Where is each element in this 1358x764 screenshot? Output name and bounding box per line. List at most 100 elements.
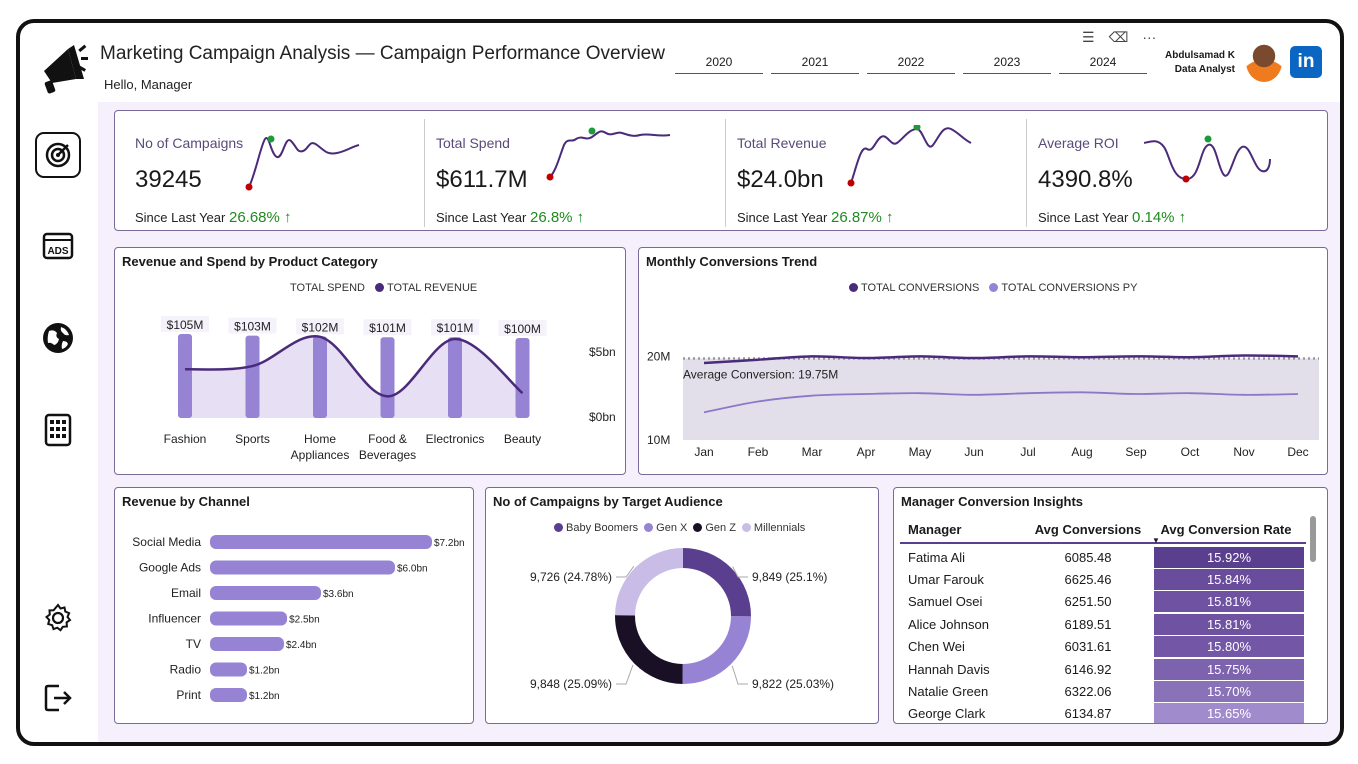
cell-avg-conversions: 6322.06 xyxy=(1064,684,1112,700)
spend-bar[interactable] xyxy=(448,337,462,418)
table-row[interactable]: Chen Wei 6031.61 15.80% xyxy=(900,636,1306,658)
kpi-since: Since Last Year 26.87% ↑ xyxy=(737,209,894,226)
conversion-trend-card[interactable]: Monthly Conversions Trend TOTAL CONVERSI… xyxy=(638,247,1328,475)
table-scrollbar[interactable] xyxy=(1310,516,1316,562)
table-row[interactable]: Hannah Davis 6146.92 15.75% xyxy=(900,658,1306,680)
kpi-change: 0.14% ↑ xyxy=(1131,209,1187,226)
table-row[interactable]: George Clark 6134.87 15.65% xyxy=(900,703,1306,723)
year-2024-button[interactable]: 2024 xyxy=(1059,55,1147,74)
megaphone-icon xyxy=(44,44,88,94)
donut-slice[interactable] xyxy=(615,614,684,684)
legend-gen-x: Gen X xyxy=(644,522,687,534)
leader-line xyxy=(616,664,634,685)
channel-tick-label: Google Ads xyxy=(139,561,201,575)
year-2023-button[interactable]: 2023 xyxy=(963,55,1051,74)
table-row[interactable]: Umar Farouk 6625.46 15.84% xyxy=(900,568,1306,591)
kpi-spend[interactable]: Total Spend $611.7M Since Last Year 26.8… xyxy=(416,111,716,229)
cell-manager: Chen Wei xyxy=(908,639,965,655)
channel-data-label: $2.4bn xyxy=(286,640,317,651)
kpi-label: No of Campaigns xyxy=(135,135,244,151)
nav-settings-button[interactable] xyxy=(38,598,78,638)
channel-data-label: $1.2bn xyxy=(249,666,280,677)
spend-data-label: $105M xyxy=(167,318,204,332)
channel-bar[interactable] xyxy=(210,688,247,702)
channel-tick-label: Print xyxy=(176,688,201,702)
channel-bar[interactable] xyxy=(210,586,321,600)
table-row[interactable]: Samuel Osei 6251.50 15.81% xyxy=(900,591,1306,613)
main-content: No of Campaigns 39245 Since Last Year 26… xyxy=(98,102,1340,742)
donut-slice[interactable] xyxy=(615,548,684,616)
cell-manager: Umar Farouk xyxy=(908,572,984,588)
table-row[interactable]: Alice Johnson 6189.51 15.81% xyxy=(900,613,1306,635)
spend-bar[interactable] xyxy=(515,338,530,418)
page-title: Marketing Campaign Analysis — Campaign P… xyxy=(100,43,665,64)
channel-data-label: $1.2bn xyxy=(249,691,280,702)
cell-avg-conversion-rate: 15.84% xyxy=(1154,569,1304,591)
gear-icon xyxy=(45,603,72,632)
more-options-icon[interactable]: ··· xyxy=(1142,29,1157,45)
cell-manager: Alice Johnson xyxy=(908,616,989,632)
audience-chart-card[interactable]: No of Campaigns by Target Audience Baby … xyxy=(485,487,879,724)
nav-calc-button[interactable] xyxy=(38,410,78,450)
linkedin-icon[interactable]: in xyxy=(1290,46,1322,78)
spend-bar[interactable] xyxy=(245,335,260,418)
chart-title: Revenue and Spend by Product Category xyxy=(122,254,378,269)
cell-avg-conversions: 6625.46 xyxy=(1064,572,1112,588)
channel-bar[interactable] xyxy=(210,662,247,677)
nav-ads-button[interactable]: ADS xyxy=(38,226,78,266)
legend-baby-boomers: Baby Boomers xyxy=(554,522,638,534)
spend-bar[interactable] xyxy=(380,337,395,418)
chart-legend: TOTAL SPEND TOTAL REVENUE xyxy=(290,282,477,294)
y2-tick-label: $5bn xyxy=(589,345,616,359)
manager-table-card[interactable]: Manager Conversion Insights Manager Avg … xyxy=(893,487,1328,724)
kpi-campaigns[interactable]: No of Campaigns 39245 Since Last Year 26… xyxy=(115,111,415,229)
spend-label-bg xyxy=(228,317,277,334)
nav-logout-button[interactable] xyxy=(38,678,78,718)
year-2022-button[interactable]: 2022 xyxy=(867,55,955,74)
legend-spend: TOTAL SPEND xyxy=(290,282,365,294)
revenue-line xyxy=(184,335,524,398)
chart-legend: TOTAL CONVERSIONS TOTAL CONVERSIONS PY xyxy=(849,282,1137,294)
filter-icon[interactable]: ☰ xyxy=(1082,29,1095,45)
y2-tick-label: $0bn xyxy=(589,410,616,424)
chart-legend: Baby Boomers Gen X Gen Z Millennials xyxy=(554,522,805,534)
category-chart-card[interactable]: Revenue and Spend by Product Category TO… xyxy=(114,247,626,475)
spend-bar[interactable] xyxy=(178,334,192,418)
table-row[interactable]: Natalie Green 6322.06 15.70% xyxy=(900,680,1306,703)
channel-bar[interactable] xyxy=(210,611,288,626)
kpi-roi[interactable]: Average ROI 4390.8% Since Last Year 0.14… xyxy=(1018,111,1318,229)
col-avg-conversion-rate[interactable]: Avg Conversion Rate ▼ xyxy=(1152,521,1292,545)
y-tick-label: 20M xyxy=(647,349,670,363)
channel-bar[interactable] xyxy=(210,560,395,575)
cell-avg-conversion-rate: 15.81% xyxy=(1154,613,1304,635)
channel-tick-label: Email xyxy=(171,586,201,600)
spend-bar[interactable] xyxy=(313,336,327,418)
channel-bar[interactable] xyxy=(210,637,284,651)
year-2020-button[interactable]: 2020 xyxy=(675,55,763,74)
channel-tick-label: Radio xyxy=(170,663,202,677)
channel-bar[interactable] xyxy=(210,535,432,549)
year-2021-button[interactable]: 2021 xyxy=(771,55,859,74)
spend-data-label: $101M xyxy=(369,321,406,335)
col-avg-conversions[interactable]: Avg Conversions xyxy=(1034,521,1142,537)
kpi-label: Total Spend xyxy=(436,135,510,151)
greeting: Hello, Manager xyxy=(104,77,193,92)
nav-overview-button[interactable] xyxy=(35,132,81,178)
x-tick-label: Sep xyxy=(1125,445,1147,459)
eraser-icon[interactable]: ⌫ xyxy=(1108,29,1129,45)
table-title: Manager Conversion Insights xyxy=(901,494,1084,509)
nav-geo-button[interactable] xyxy=(38,318,78,358)
channel-chart-card[interactable]: Revenue by Channel Social Media $7.2bn Goo… xyxy=(114,487,474,724)
x-tick-label: Apr xyxy=(857,445,876,459)
donut-slice[interactable] xyxy=(682,548,751,617)
kpi-revenue[interactable]: Total Revenue $24.0bn Since Last Year 26… xyxy=(717,111,1017,229)
revenue-area xyxy=(185,336,523,418)
kpi-label: Total Revenue xyxy=(737,135,827,151)
table-row[interactable]: Fatima Ali 6085.48 15.92% xyxy=(900,546,1306,568)
kpi-value: 39245 xyxy=(135,166,202,193)
conversions-py-line xyxy=(703,391,1299,414)
kpi-change: 26.68% ↑ xyxy=(228,209,292,226)
legend-revenue: TOTAL REVENUE xyxy=(374,282,477,294)
donut-slice[interactable] xyxy=(682,615,751,684)
col-manager[interactable]: Manager xyxy=(908,521,962,537)
